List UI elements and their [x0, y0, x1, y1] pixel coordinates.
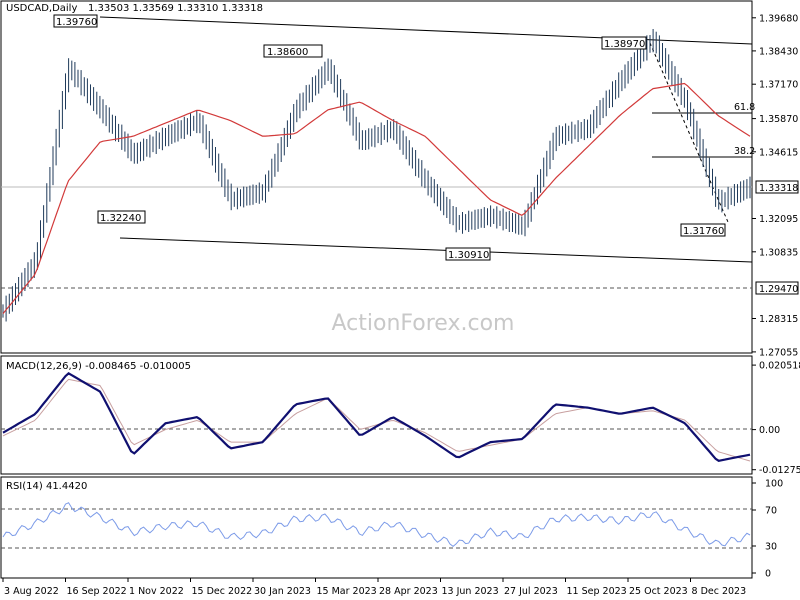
svg-text:1.30910: 1.30910	[448, 250, 489, 261]
callout-132240: 1.32240	[97, 210, 146, 224]
date-tick-label: 30 Jan 2023	[254, 586, 311, 597]
svg-text:1.33318: 1.33318	[759, 183, 798, 194]
macd-panel-frame	[0, 355, 753, 475]
macd-tick-label: 0.020518	[759, 361, 800, 372]
macd-axis: 0.020518 0.00 -0.012755	[752, 361, 800, 476]
date-tick-label: 25 Oct 2023	[629, 586, 688, 597]
date-tick-label: 3 Aug 2022	[4, 586, 59, 597]
price-title: USDCAD,Daily	[6, 3, 77, 14]
price-tick-label: 1.34615	[759, 147, 798, 158]
callout-131760: 1.31760	[680, 223, 726, 237]
rsi-tick-label: 100	[765, 479, 783, 490]
watermark: ActionForex.com	[332, 311, 515, 336]
callout-139760: 1.39760	[53, 14, 98, 28]
date-tick-label: 8 Dec 2023	[692, 586, 747, 597]
svg-text:1.39760: 1.39760	[56, 17, 97, 28]
channel-top-line	[99, 16, 753, 45]
date-axis: 3 Aug 2022 16 Sep 2022 1 Nov 2022 15 Dec 20…	[2, 578, 747, 597]
channel-bottom-line	[119, 237, 753, 263]
date-tick-label: 11 Sep 2023	[567, 586, 627, 597]
date-tick-label: 16 Sep 2022	[67, 586, 127, 597]
close-series	[3, 40, 750, 312]
date-tick-label: 27 Jul 2023	[504, 586, 558, 597]
callout-130910: 1.30910	[445, 247, 491, 261]
callout-138600: 1.38600	[263, 44, 323, 58]
support-price-badge: 1.29470	[755, 281, 799, 295]
decline-dashed-line	[649, 42, 729, 223]
price-tick-label: 1.39680	[759, 13, 798, 24]
rsi-line	[2, 502, 751, 548]
rsi-title: RSI(14) 41.4420	[6, 481, 87, 492]
price-candles	[2, 29, 751, 322]
price-tick-label: 1.38430	[759, 46, 798, 57]
svg-text:1.38970: 1.38970	[604, 39, 645, 50]
fib-382-label: 38.2	[734, 146, 755, 157]
svg-text:1.32240: 1.32240	[100, 213, 141, 224]
price-axis: 1.39680 1.38430 1.37170 1.35870 1.34615 1.320…	[752, 13, 798, 358]
svg-text:1.38600: 1.38600	[267, 47, 308, 58]
svg-text:1.29470: 1.29470	[759, 284, 798, 295]
rsi-tick-label: 0	[765, 569, 771, 580]
rsi-tick-label: 70	[765, 506, 777, 517]
rsi-axis: 100 70 30 0	[752, 479, 783, 580]
price-tick-label: 1.32095	[759, 214, 798, 225]
price-panel-frame	[0, 0, 753, 354]
price-tick-label: 1.27055	[759, 347, 798, 358]
callout-138970: 1.38970	[601, 36, 647, 50]
price-tick-label: 1.37170	[759, 80, 798, 91]
moving-average-line	[2, 82, 751, 314]
macd-tick-label: -0.012755	[759, 465, 800, 476]
svg-text:1.31760: 1.31760	[683, 226, 724, 237]
date-tick-label: 15 Dec 2022	[192, 586, 253, 597]
price-tick-label: 1.28315	[759, 314, 798, 325]
price-ohlc: 1.33503 1.33569 1.33310 1.33318	[88, 3, 263, 14]
rsi-tick-label: 30	[765, 542, 777, 553]
macd-tick-label: 0.00	[759, 425, 780, 436]
macd-line	[2, 372, 751, 462]
date-tick-label: 1 Nov 2022	[129, 586, 184, 597]
last-price-badge: 1.33318	[755, 180, 799, 194]
date-tick-label: 13 Jun 2023	[442, 586, 499, 597]
price-tick-label: 1.30835	[759, 247, 798, 258]
price-tick-label: 1.35870	[759, 114, 798, 125]
fib-618-label: 61.8	[734, 102, 755, 113]
date-tick-label: 15 Mar 2023	[317, 586, 377, 597]
rsi-panel-frame	[0, 476, 753, 579]
macd-title: MACD(12,26,9) -0.008465 -0.010005	[6, 361, 191, 372]
date-tick-label: 28 Apr 2023	[379, 586, 438, 597]
